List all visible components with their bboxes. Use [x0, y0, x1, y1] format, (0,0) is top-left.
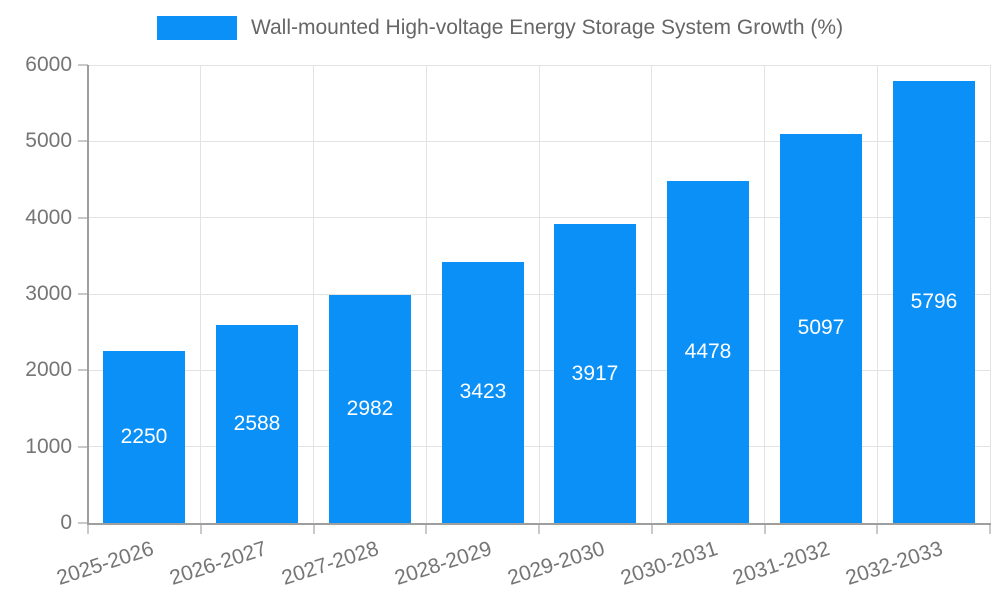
x-tick-6 — [763, 525, 766, 534]
v-gridline-8 — [989, 65, 991, 523]
chart-legend[interactable]: Wall-mounted High-voltage Energy Storage… — [0, 16, 1000, 40]
x-tick-label-2029-2030: 2029-2030 — [504, 537, 608, 590]
x-tick-8 — [989, 525, 991, 534]
y-tick-5000 — [78, 140, 88, 143]
y-tick-label-5000: 5000 — [25, 129, 72, 153]
x-tick-5 — [650, 525, 653, 534]
bar-2025-2026[interactable] — [103, 351, 185, 523]
y-tick-0 — [78, 522, 88, 524]
x-tick-3 — [425, 525, 428, 534]
x-tick-7 — [876, 525, 879, 534]
x-tick-0 — [87, 525, 89, 534]
v-gridline-7 — [876, 65, 878, 523]
v-gridline-1 — [200, 65, 202, 523]
y-tick-6000 — [78, 64, 88, 66]
x-axis-line — [87, 523, 991, 525]
y-tick-label-6000: 6000 — [25, 53, 72, 76]
bar-2028-2029[interactable] — [442, 261, 524, 523]
bar-2031-2032[interactable] — [780, 133, 862, 523]
legend-label: Wall-mounted High-voltage Energy Storage… — [250, 16, 844, 39]
x-tick-label-2032-2033: 2032-2033 — [843, 537, 946, 590]
x-tick-label-2028-2029: 2028-2029 — [392, 537, 495, 590]
y-tick-1000 — [78, 445, 88, 448]
x-tick-label-2027-2028: 2027-2028 — [279, 537, 382, 590]
x-tick-label-2031-2032: 2031-2032 — [730, 537, 833, 590]
y-tick-label-3000: 3000 — [25, 282, 72, 305]
legend-swatch — [156, 16, 237, 40]
y-axis-line — [87, 65, 89, 525]
x-tick-label-2026-2027: 2026-2027 — [166, 537, 270, 590]
v-gridline-5 — [651, 65, 653, 523]
v-gridline-2 — [313, 65, 314, 523]
v-gridline-3 — [425, 65, 427, 523]
y-tick-label-0: 0 — [60, 511, 72, 534]
v-gridline-6 — [764, 65, 765, 523]
bar-2032-2033[interactable] — [893, 80, 975, 523]
y-tick-label-1000: 1000 — [25, 434, 72, 458]
v-gridline-4 — [538, 65, 540, 523]
x-tick-label-2030-2031: 2030-2031 — [617, 537, 721, 590]
bar-2030-2031[interactable] — [667, 181, 749, 523]
bar-2027-2028[interactable] — [329, 295, 411, 523]
y-tick-label-4000: 4000 — [25, 205, 72, 229]
x-tick-1 — [199, 525, 202, 534]
bar-2029-2030[interactable] — [554, 224, 636, 523]
x-tick-label-2025-2026: 2025-2026 — [53, 537, 157, 590]
bar-2026-2027[interactable] — [216, 325, 298, 523]
y-tick-3000 — [78, 293, 88, 295]
y-tick-2000 — [78, 369, 88, 372]
y-tick-label-2000: 2000 — [25, 358, 72, 382]
x-tick-2 — [312, 525, 315, 534]
y-tick-4000 — [78, 216, 88, 219]
x-tick-4 — [538, 525, 540, 534]
